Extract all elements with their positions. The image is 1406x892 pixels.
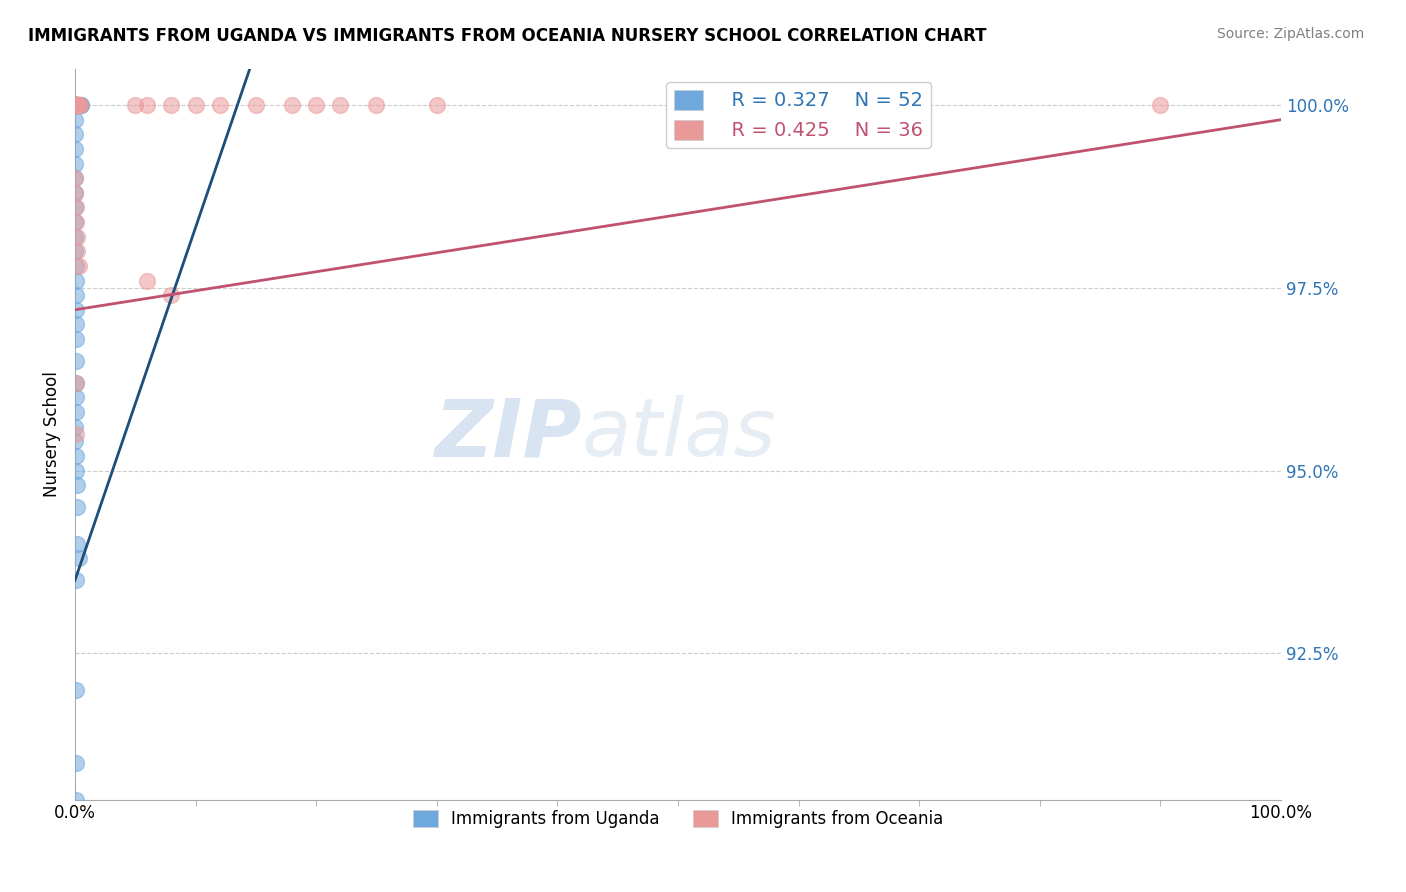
Point bbox=[65, 792, 87, 806]
Point bbox=[184, 98, 207, 112]
Text: atlas: atlas bbox=[582, 395, 776, 473]
Point bbox=[65, 259, 87, 273]
Point bbox=[66, 500, 89, 515]
Point bbox=[66, 98, 89, 112]
Point bbox=[366, 98, 388, 112]
Point bbox=[63, 201, 86, 215]
Point bbox=[69, 98, 91, 112]
Point bbox=[66, 536, 89, 550]
Text: Source: ZipAtlas.com: Source: ZipAtlas.com bbox=[1216, 27, 1364, 41]
Point bbox=[65, 98, 87, 112]
Point bbox=[65, 354, 87, 368]
Point bbox=[70, 98, 93, 112]
Point bbox=[136, 98, 159, 112]
Point bbox=[305, 98, 328, 112]
Point bbox=[67, 551, 90, 566]
Legend: Immigrants from Uganda, Immigrants from Oceania: Immigrants from Uganda, Immigrants from … bbox=[406, 804, 950, 835]
Point bbox=[65, 98, 87, 112]
Point bbox=[65, 98, 87, 112]
Point bbox=[65, 98, 87, 112]
Point bbox=[67, 98, 90, 112]
Point bbox=[66, 98, 89, 112]
Point bbox=[65, 376, 87, 390]
Point bbox=[124, 98, 146, 112]
Point bbox=[63, 419, 86, 434]
Point bbox=[65, 98, 87, 112]
Point bbox=[136, 273, 159, 287]
Point bbox=[65, 302, 87, 317]
Point bbox=[63, 112, 86, 127]
Point bbox=[67, 98, 90, 112]
Point bbox=[67, 259, 90, 273]
Point bbox=[160, 98, 183, 112]
Point bbox=[63, 128, 86, 142]
Point bbox=[66, 98, 89, 112]
Point bbox=[66, 244, 89, 259]
Point bbox=[66, 98, 89, 112]
Point bbox=[65, 318, 87, 332]
Point bbox=[65, 98, 87, 112]
Point bbox=[65, 288, 87, 302]
Point bbox=[66, 98, 89, 112]
Point bbox=[63, 434, 86, 449]
Point bbox=[70, 98, 93, 112]
Point bbox=[65, 98, 87, 112]
Point bbox=[65, 98, 87, 112]
Point bbox=[67, 98, 90, 112]
Point bbox=[281, 98, 304, 112]
Point bbox=[66, 478, 89, 492]
Point bbox=[63, 186, 86, 200]
Point bbox=[66, 98, 89, 112]
Point bbox=[63, 229, 86, 244]
Point bbox=[329, 98, 352, 112]
Point bbox=[63, 156, 86, 170]
Point bbox=[63, 244, 86, 259]
Point bbox=[65, 573, 87, 587]
Y-axis label: Nursery School: Nursery School bbox=[44, 371, 60, 497]
Text: ZIP: ZIP bbox=[434, 395, 582, 473]
Point bbox=[65, 332, 87, 346]
Point bbox=[69, 98, 91, 112]
Point bbox=[65, 391, 87, 405]
Point bbox=[69, 98, 91, 112]
Point bbox=[208, 98, 231, 112]
Point bbox=[66, 98, 89, 112]
Point bbox=[63, 142, 86, 156]
Point bbox=[65, 98, 87, 112]
Point bbox=[67, 98, 90, 112]
Point bbox=[63, 171, 86, 186]
Point bbox=[65, 427, 87, 442]
Point bbox=[63, 98, 86, 112]
Point bbox=[245, 98, 267, 112]
Point bbox=[63, 98, 86, 112]
Point bbox=[1149, 98, 1171, 112]
Point bbox=[65, 273, 87, 287]
Point bbox=[65, 449, 87, 463]
Point bbox=[65, 98, 87, 112]
Point bbox=[65, 756, 87, 770]
Point bbox=[65, 405, 87, 419]
Point bbox=[65, 376, 87, 390]
Point bbox=[65, 201, 87, 215]
Point bbox=[65, 682, 87, 697]
Point bbox=[65, 98, 87, 112]
Text: IMMIGRANTS FROM UGANDA VS IMMIGRANTS FROM OCEANIA NURSERY SCHOOL CORRELATION CHA: IMMIGRANTS FROM UGANDA VS IMMIGRANTS FRO… bbox=[28, 27, 987, 45]
Point bbox=[63, 186, 86, 200]
Point bbox=[63, 215, 86, 229]
Point bbox=[65, 215, 87, 229]
Point bbox=[160, 288, 183, 302]
Point bbox=[65, 98, 87, 112]
Point bbox=[426, 98, 449, 112]
Point bbox=[65, 98, 87, 112]
Point bbox=[65, 98, 87, 112]
Point bbox=[65, 464, 87, 478]
Point bbox=[67, 98, 90, 112]
Point bbox=[63, 171, 86, 186]
Point bbox=[66, 229, 89, 244]
